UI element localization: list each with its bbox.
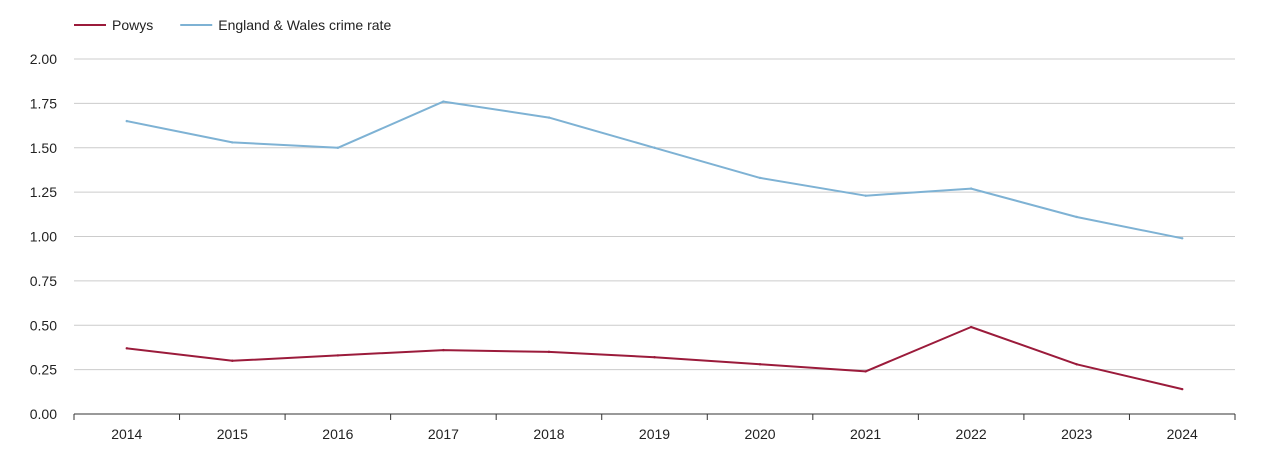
y-tick-label: 0.00 bbox=[30, 406, 57, 422]
x-tick-label: 2022 bbox=[956, 426, 987, 442]
x-tick-label: 2016 bbox=[322, 426, 353, 442]
x-axis: 2014 2015 2016 2017 2018 2019 2020 2021 2022 2023… bbox=[73, 413, 1236, 442]
x-tick-label: 2024 bbox=[1167, 426, 1198, 442]
legend-item[interactable]: Powys bbox=[74, 17, 153, 33]
x-tick-label: 2017 bbox=[428, 426, 459, 442]
series-layer bbox=[125, 100, 1184, 391]
y-tick-label: 1.00 bbox=[30, 229, 57, 245]
legend: Powys England & Wales crime rate bbox=[74, 17, 391, 33]
x-tick-label: 2020 bbox=[744, 426, 775, 442]
data-point bbox=[653, 146, 656, 149]
data-point bbox=[547, 116, 551, 119]
legend-item[interactable]: England & Wales crime rate bbox=[180, 17, 391, 33]
y-tick-label: 0.75 bbox=[30, 273, 57, 289]
data-point bbox=[336, 146, 340, 149]
data-point bbox=[653, 356, 656, 359]
data-point bbox=[547, 350, 551, 354]
data-point bbox=[231, 359, 234, 362]
data-point bbox=[1181, 387, 1184, 391]
x-tick-label: 2015 bbox=[217, 426, 248, 442]
grid bbox=[74, 58, 1235, 371]
legend-label: Powys bbox=[112, 17, 153, 33]
data-point bbox=[336, 354, 340, 357]
data-point bbox=[864, 194, 867, 197]
x-tick-label: 2018 bbox=[533, 426, 564, 442]
y-tick-label: 1.50 bbox=[30, 140, 57, 156]
data-point bbox=[864, 370, 867, 373]
y-tick-label: 1.25 bbox=[30, 184, 57, 200]
x-tick-label: 2014 bbox=[111, 426, 142, 442]
y-tick-label: 0.50 bbox=[30, 317, 57, 333]
x-tick-label: 2019 bbox=[639, 426, 670, 442]
x-tick-label: 2021 bbox=[850, 426, 881, 442]
data-point bbox=[969, 187, 973, 190]
x-tick-label: 2023 bbox=[1061, 426, 1092, 442]
y-tick-label: 0.25 bbox=[30, 362, 57, 378]
data-point bbox=[442, 348, 445, 352]
data-point bbox=[125, 119, 128, 123]
data-point bbox=[1181, 237, 1184, 240]
data-point bbox=[758, 176, 762, 180]
data-point bbox=[125, 347, 128, 350]
series-line bbox=[126, 100, 1183, 240]
data-point bbox=[1075, 363, 1078, 366]
y-axis: 0.00 0.25 0.50 0.75 1.00 1.25 1.50 1.75 2.00 bbox=[30, 51, 57, 422]
y-tick-label: 2.00 bbox=[30, 51, 57, 67]
data-point bbox=[1075, 215, 1078, 219]
data-point bbox=[231, 141, 234, 144]
data-point bbox=[442, 100, 445, 103]
legend-label: England & Wales crime rate bbox=[218, 17, 391, 33]
data-point bbox=[758, 363, 762, 366]
data-point bbox=[969, 325, 973, 329]
y-tick-label: 1.75 bbox=[30, 95, 57, 111]
